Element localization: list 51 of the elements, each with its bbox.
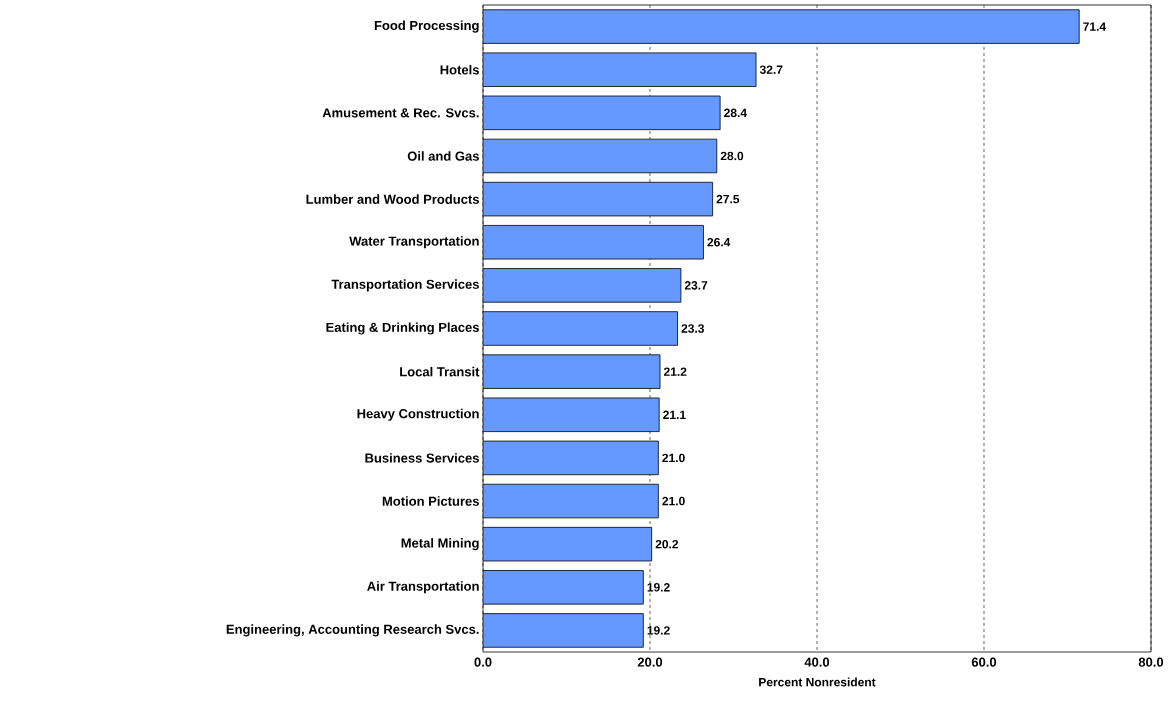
data-label: 20.2: [655, 539, 679, 549]
data-label: 71.4: [1083, 22, 1107, 31]
x-tick-label: 60.0: [971, 657, 997, 667]
bar: [483, 95, 721, 131]
y-tick-label: Hotels: [440, 64, 479, 75]
y-tick-label: Engineering, Accounting Research Svcs.: [226, 624, 479, 637]
y-tick-label: Heavy Construction: [357, 408, 479, 421]
y-tick-label: Transportation Services: [331, 279, 479, 292]
bar: [483, 9, 1080, 44]
y-tick-label: Lumber and Wood Products: [306, 194, 479, 204]
bar: [483, 268, 682, 303]
data-label: 27.5: [716, 194, 740, 204]
bar: [483, 613, 644, 648]
y-tick-label: Local Transit: [400, 366, 480, 377]
data-label: 23.7: [684, 281, 708, 290]
x-tick-label: 80.0: [1138, 657, 1164, 667]
data-label: 28.0: [720, 151, 744, 161]
y-tick-label: Metal Mining: [401, 538, 479, 551]
data-label: 26.4: [707, 238, 731, 247]
x-tick-label: 0.0: [474, 657, 492, 667]
x-axis-title: Percent Nonresident: [759, 677, 876, 687]
bar: [483, 311, 678, 346]
y-tick-label: Water Transportation: [349, 236, 479, 249]
y-tick-label: Oil and Gas: [407, 151, 479, 161]
bar: [483, 181, 714, 217]
bar: [483, 225, 704, 260]
x-tick-label: 40.0: [804, 657, 830, 667]
bar: [483, 52, 757, 87]
y-tick-label: Amusement & Rec. Svcs.: [322, 108, 479, 118]
bar: [483, 397, 660, 432]
y-tick-label: Business Services: [365, 453, 479, 463]
data-label: 19.2: [647, 583, 670, 592]
y-tick-label: Motion Pictures: [382, 496, 479, 506]
data-label: 32.7: [759, 65, 783, 74]
data-label: 21.1: [663, 410, 686, 419]
bar: [483, 354, 661, 389]
bar: [483, 570, 644, 605]
x-tick-label: 20.0: [637, 657, 663, 667]
data-label: 21.2: [663, 367, 687, 376]
bar: [483, 440, 659, 476]
bar: [483, 138, 718, 174]
data-label: 28.4: [724, 108, 747, 118]
data-label: 19.2: [647, 626, 670, 635]
y-tick-label: Air Transportation: [367, 581, 479, 594]
data-label: 21.0: [662, 496, 685, 506]
bar: [483, 483, 659, 519]
data-label: 21.0: [662, 453, 685, 463]
y-tick-label: Eating & Drinking Places: [326, 322, 479, 335]
bar: [483, 526, 653, 562]
data-label: 23.3: [681, 324, 705, 333]
y-tick-label: Food Processing: [374, 20, 479, 33]
